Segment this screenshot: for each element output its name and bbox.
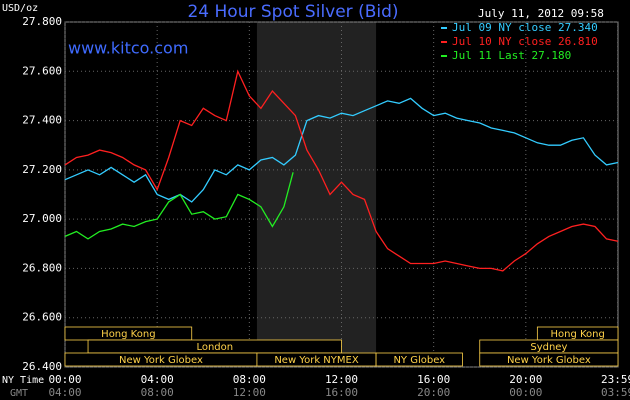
chart-title: 24 Hour Spot Silver (Bid) [187,2,398,22]
session-box [375,352,463,367]
x-tick-label: 00:00 [48,373,81,386]
session-label: Sydney [530,342,567,353]
gmt-tick-label: 00:00 [509,386,542,399]
y-tick-label: 26.800 [22,261,62,274]
legend-label: Jul 11 Last 27.180 [452,49,571,62]
y-tick-label: 27.800 [22,15,62,28]
gmt-tick-label: 03:59 [601,386,630,399]
x-tick-label: 12:00 [325,373,358,386]
series-line [64,97,619,203]
gmt-tick-label: 12:00 [233,386,266,399]
x-tick-label: 20:00 [509,373,542,386]
x-tick-label: 08:00 [233,373,266,386]
y-tick-label: 27.600 [22,64,62,77]
session-label: Hong Kong [101,329,155,340]
x-row-label: NY Time [2,375,44,386]
session-label: Hong Kong [550,329,604,340]
legend-label: Jul 09 NY close 27.340 [452,21,598,34]
y-axis-label: USD/oz [2,3,38,14]
x-tick-label: 23:59 [601,373,630,386]
session-box [479,352,619,367]
series-line [64,172,294,240]
y-tick-label: 27.000 [22,212,62,225]
x-row-label: GMT [10,388,28,399]
gmt-tick-label: 16:00 [325,386,358,399]
y-tick-label: 26.400 [22,360,62,373]
series-line [64,69,619,272]
gmt-tick-label: 20:00 [417,386,450,399]
y-tick-label: 27.400 [22,114,62,127]
shaded-region [256,22,377,367]
watermark: www.kitco.com [68,39,188,58]
y-tick-label: 26.600 [22,311,62,324]
gmt-tick-label: 08:00 [141,386,174,399]
x-tick-label: 16:00 [417,373,450,386]
y-tick-label: 27.200 [22,163,62,176]
session-label: NY Globex [393,355,445,366]
legend-label: Jul 10 NY close 26.810 [452,35,598,48]
session-label: New York NYMEX [274,355,359,366]
session-label: London [196,342,233,353]
session-label: New York Globex [119,355,203,366]
session-label: New York Globex [507,355,591,366]
gmt-tick-label: 04:00 [48,386,81,399]
timestamp: July 11, 2012 09:58 [478,7,604,20]
x-tick-label: 04:00 [141,373,174,386]
